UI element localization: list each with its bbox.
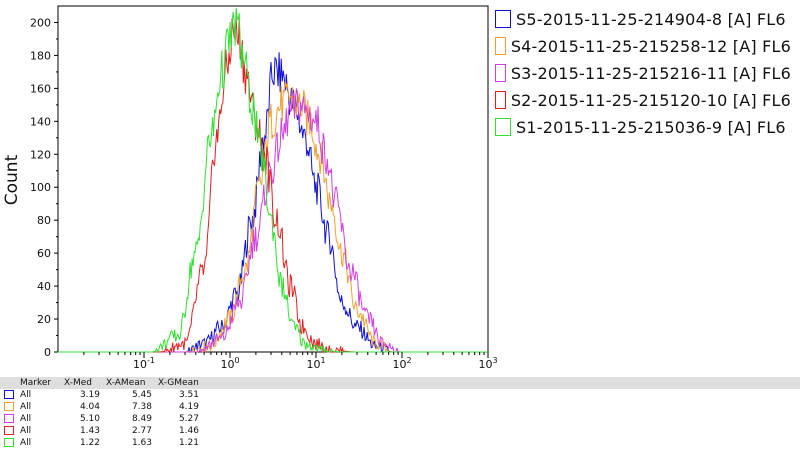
legend-swatch: [495, 37, 506, 55]
marker-cell: All: [0, 437, 60, 449]
legend-swatch: [495, 91, 506, 109]
marker-label: All: [20, 426, 32, 436]
stats-swatch: [4, 402, 14, 411]
x-amean-cell: 2.77: [131, 426, 152, 436]
stats-row-5[interactable]: All 1.22 1.63 1.21: [0, 437, 800, 449]
x-tick-label: 10-1: [133, 356, 155, 371]
header-x-gmean: X-GMean: [158, 378, 199, 388]
legend-label: S2-2015-11-25-215120-10 [A] FL6: [510, 90, 791, 110]
x-gmean-cell: 4.19: [178, 402, 199, 412]
x-gmean-cell: 3.51: [178, 390, 199, 400]
legend-label: S1-2015-11-25-215036-9 [A] FL6: [516, 117, 786, 137]
legend-item-1[interactable]: S5-2015-11-25-214904-8 [A] FL6: [495, 6, 791, 32]
legend-item-4[interactable]: S2-2015-11-25-215120-10 [A] FL6: [495, 87, 791, 113]
y-tick-label: 0: [44, 346, 51, 359]
legend-swatch: [495, 10, 511, 28]
y-tick-label: 60: [37, 247, 51, 260]
legend-label: S4-2015-11-25-215258-12 [A] FL6: [510, 36, 791, 56]
plot-frame: [57, 5, 489, 353]
x-med-cell: 5.10: [79, 414, 100, 424]
marker-cell: All: [0, 389, 60, 401]
legend-item-2[interactable]: S4-2015-11-25-215258-12 [A] FL6: [495, 33, 791, 59]
legend-item-3[interactable]: S3-2015-11-25-215216-11 [A] FL6: [495, 60, 791, 86]
x-tick-label: 101: [306, 356, 325, 371]
legend-label: S5-2015-11-25-214904-8 [A] FL6: [516, 9, 786, 29]
stats-row-3[interactable]: All 5.10 8.49 5.27: [0, 413, 800, 425]
x-amean-cell: 5.45: [131, 390, 152, 400]
y-tick-label: 120: [30, 148, 51, 161]
y-tick-label: 140: [30, 115, 51, 128]
stats-swatch: [4, 390, 14, 399]
header-marker: Marker: [20, 378, 52, 388]
x-tick-label: 103: [478, 356, 497, 371]
marker-label: All: [20, 390, 32, 400]
x-med-cell: 1.43: [79, 426, 100, 436]
legend-item-5[interactable]: S1-2015-11-25-215036-9 [A] FL6: [495, 114, 791, 140]
header-x-med: X-Med: [64, 378, 92, 388]
marker-cell: All: [0, 401, 60, 413]
legend-label: S3-2015-11-25-215216-11 [A] FL6: [510, 63, 791, 83]
stats-header-row: Marker X-Med X-AMean X-GMean: [0, 377, 800, 389]
stats-row-4[interactable]: All 1.43 2.77 1.46: [0, 425, 800, 437]
y-tick-label: 80: [37, 214, 51, 227]
y-tick-label: 40: [37, 280, 51, 293]
legend-swatch: [495, 118, 511, 136]
x-amean-cell: 1.63: [131, 438, 152, 448]
legend: S5-2015-11-25-214904-8 [A] FL6 S4-2015-11…: [495, 6, 791, 141]
x-tick-label: 100: [220, 356, 239, 371]
y-tick-label: 200: [30, 16, 51, 29]
stats-swatch: [4, 438, 14, 447]
y-tick-label: 100: [30, 181, 51, 194]
stats-swatch: [4, 414, 14, 423]
y-axis-label: Count: [2, 154, 22, 205]
x-med-cell: 1.22: [79, 438, 100, 448]
marker-cell: All: [0, 413, 60, 425]
header-x-amean: X-AMean: [106, 378, 146, 388]
x-gmean-cell: 5.27: [178, 414, 199, 424]
x-gmean-cell: 1.46: [178, 426, 199, 436]
stats-row-1[interactable]: All 3.19 5.45 3.51: [0, 389, 800, 401]
x-tick-label: 102: [392, 356, 411, 371]
legend-swatch: [495, 64, 506, 82]
x-med-cell: 4.04: [79, 402, 100, 412]
histogram-chart: 0 20 40 60 80 100 120 140 160 180 200 10-1 100 101 102…: [2, 5, 498, 371]
stats-row-2[interactable]: All 4.04 7.38 4.19: [0, 401, 800, 413]
x-amean-cell: 7.38: [131, 402, 152, 412]
y-tick-label: 20: [37, 313, 51, 326]
marker-label: All: [20, 402, 32, 412]
marker-cell: All: [0, 425, 60, 437]
x-amean-cell: 8.49: [131, 414, 152, 424]
series-line-5: [58, 8, 488, 354]
y-tick-label: 180: [30, 49, 51, 62]
marker-label: All: [20, 438, 32, 448]
stats-swatch: [4, 426, 14, 435]
x-gmean-cell: 1.21: [178, 438, 199, 448]
y-tick-label: 160: [30, 82, 51, 95]
stats-table: Marker X-Med X-AMean X-GMean All 3.19 5.45…: [0, 377, 800, 449]
x-med-cell: 3.19: [79, 390, 100, 400]
marker-label: All: [20, 414, 32, 424]
